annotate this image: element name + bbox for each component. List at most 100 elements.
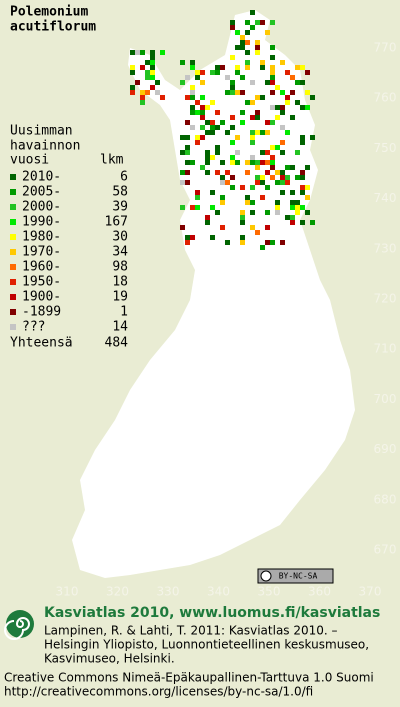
observation-square xyxy=(235,160,240,165)
observation-square xyxy=(130,85,135,90)
observation-square xyxy=(300,220,305,225)
observation-square xyxy=(230,140,235,145)
license-badge: BY-NC-SA xyxy=(257,568,334,584)
observation-square xyxy=(195,190,200,195)
observation-square xyxy=(230,55,235,60)
observation-square xyxy=(195,140,200,145)
observation-square xyxy=(180,205,185,210)
observation-square xyxy=(290,205,295,210)
observation-square xyxy=(200,115,205,120)
observation-square xyxy=(205,160,210,165)
observation-square xyxy=(255,20,260,25)
observation-square xyxy=(250,115,255,120)
legend-label: 1990- xyxy=(22,215,61,230)
observation-square xyxy=(210,125,215,130)
observation-square xyxy=(185,120,190,125)
observation-square xyxy=(265,225,270,230)
observation-square xyxy=(305,165,310,170)
observation-square xyxy=(230,90,235,95)
observation-square xyxy=(280,140,285,145)
observation-square xyxy=(200,165,205,170)
legend-label: 1970- xyxy=(22,245,61,260)
legend-label: 2010- xyxy=(22,170,61,185)
observation-square xyxy=(135,80,140,85)
observation-square xyxy=(275,105,280,110)
observation-square xyxy=(205,120,210,125)
legend-swatch xyxy=(10,174,16,180)
observation-square xyxy=(240,240,245,245)
observation-square xyxy=(280,150,285,155)
observation-square xyxy=(270,160,275,165)
observation-square xyxy=(245,50,250,55)
observation-square xyxy=(295,80,300,85)
observation-square xyxy=(260,195,265,200)
citation: Kasvimuseo, Helsinki. xyxy=(44,652,175,666)
observation-square xyxy=(265,185,270,190)
observation-square xyxy=(180,170,185,175)
observation-square xyxy=(185,150,190,155)
observation-square xyxy=(250,80,255,85)
observation-square xyxy=(290,215,295,220)
observation-square xyxy=(310,220,315,225)
observation-square xyxy=(255,130,260,135)
observation-square xyxy=(265,130,270,135)
observation-square xyxy=(200,70,205,75)
observation-square xyxy=(285,100,290,105)
observation-square xyxy=(130,50,135,55)
observation-square xyxy=(225,75,230,80)
observation-square xyxy=(240,120,245,125)
observation-square xyxy=(140,65,145,70)
observation-square xyxy=(185,180,190,185)
observation-square xyxy=(305,90,310,95)
y-tick-label: 750 xyxy=(374,141,397,155)
legend-count: 19 xyxy=(112,290,128,305)
observation-square xyxy=(160,95,165,100)
observation-square xyxy=(185,75,190,80)
observation-square xyxy=(230,175,235,180)
observation-square xyxy=(280,170,285,175)
observation-square xyxy=(220,160,225,165)
observation-square xyxy=(270,80,275,85)
observation-square xyxy=(280,60,285,65)
observation-square xyxy=(190,110,195,115)
observation-square xyxy=(300,105,305,110)
observation-square xyxy=(140,95,145,100)
legend-swatch xyxy=(10,324,16,330)
footer-heading: Kasviatlas 2010, www.luomus.fi/kasviatla… xyxy=(44,605,380,621)
observation-square xyxy=(240,40,245,45)
observation-square xyxy=(195,70,200,75)
observation-square xyxy=(265,160,270,165)
observation-square xyxy=(280,90,285,95)
observation-square xyxy=(245,60,250,65)
observation-square xyxy=(150,65,155,70)
observation-square xyxy=(160,50,165,55)
observation-square xyxy=(190,60,195,65)
legend-count-header: lkm xyxy=(100,153,124,168)
legend-count: 34 xyxy=(112,245,128,260)
observation-square xyxy=(220,175,225,180)
observation-square xyxy=(285,95,290,100)
observation-square xyxy=(245,160,250,165)
observation-square xyxy=(185,235,190,240)
observation-square xyxy=(230,85,235,90)
observation-square xyxy=(205,130,210,135)
observation-square xyxy=(215,170,220,175)
y-tick-label: 770 xyxy=(374,41,397,55)
observation-square xyxy=(200,125,205,130)
citation: Lampinen, R. & Lahti, T. 2011: Kasviatla… xyxy=(44,624,338,638)
observation-square xyxy=(300,135,305,140)
observation-square xyxy=(215,70,220,75)
observation-square xyxy=(235,65,240,70)
observation-square xyxy=(250,10,255,15)
observation-square xyxy=(265,240,270,245)
observation-square xyxy=(255,95,260,100)
observation-square xyxy=(240,75,245,80)
observation-square xyxy=(290,220,295,225)
observation-square xyxy=(255,40,260,45)
observation-square xyxy=(260,160,265,165)
observation-square xyxy=(290,165,295,170)
x-tick-label: 350 xyxy=(258,585,281,599)
observation-square xyxy=(255,45,260,50)
legend-count: 39 xyxy=(112,200,128,215)
legend-swatch xyxy=(10,219,16,225)
